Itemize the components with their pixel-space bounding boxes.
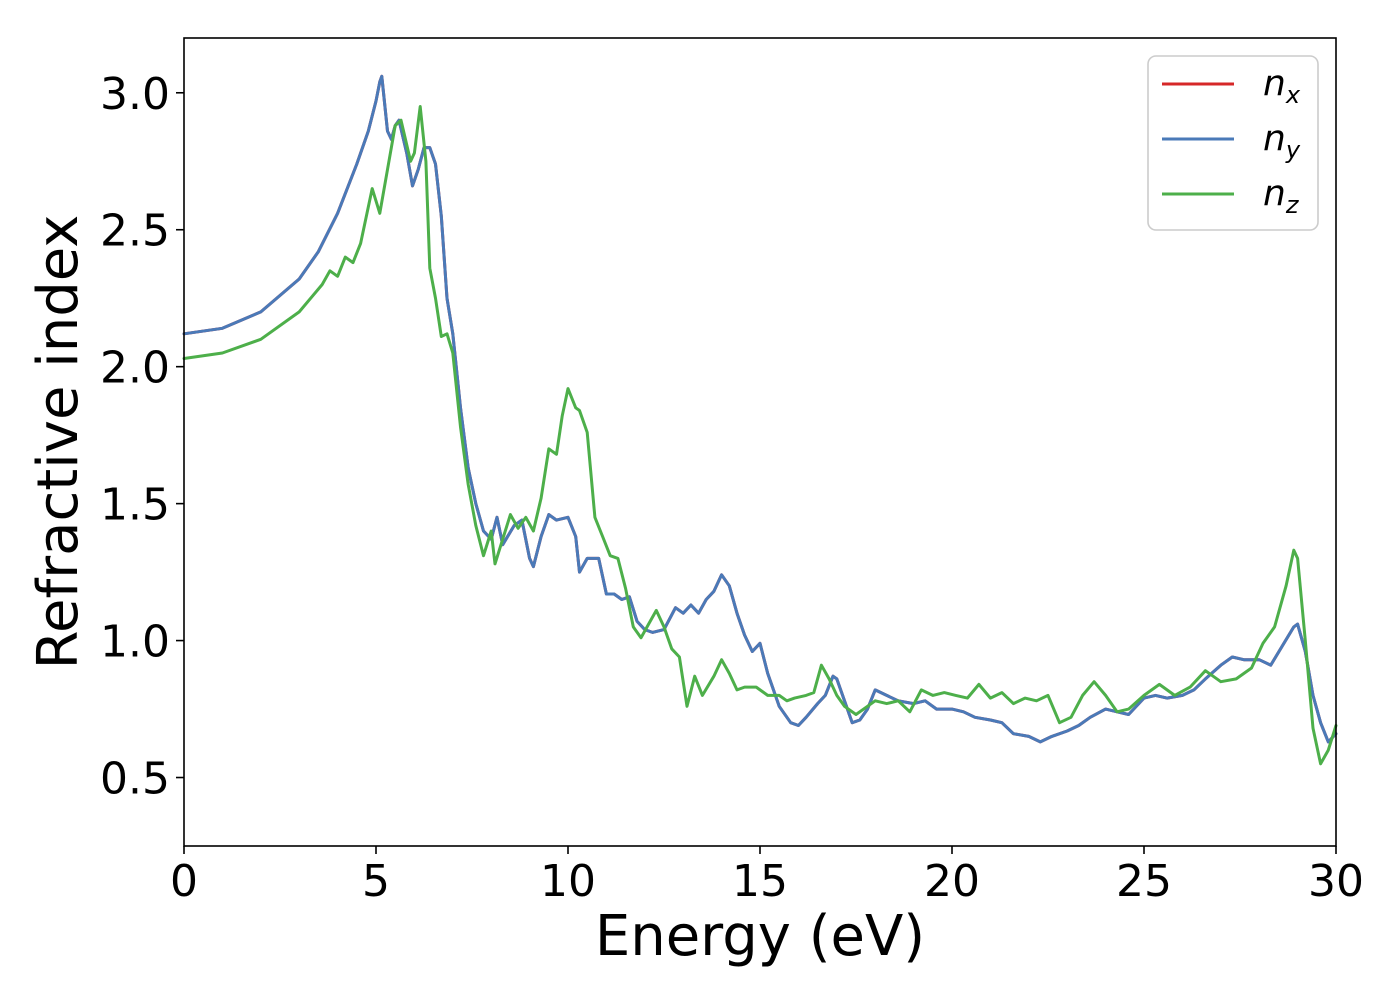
x-tick-label: 0 [170,856,198,907]
y-tick-label: 1.5 [100,480,170,531]
x-tick-label: 15 [732,856,788,907]
x-tick-label: 10 [540,856,596,907]
x-axis: 0 5 10 15 20 25 30 [170,846,1364,907]
y-tick-label: 1.0 [100,617,170,668]
y-tick-label: 2.0 [100,343,170,394]
y-tick-label: 2.5 [100,206,170,257]
y-tick-label: 3.0 [100,69,170,120]
legend-label-nz: nz [1263,173,1300,219]
legend: nx ny nz [1147,55,1319,231]
x-tick-label: 30 [1308,856,1364,907]
legend-label-ny: ny [1263,118,1301,164]
y-axis-title: Refractive index [26,215,91,670]
x-tick-label: 20 [924,856,980,907]
series-line-ny [182,74,1338,744]
series-line-nz [182,105,1338,766]
series-layer [182,74,1338,766]
y-axis: 0.5 1.0 1.5 2.0 2.5 3.0 [100,69,184,805]
x-tick-label: 25 [1116,856,1172,907]
x-axis-title: Energy (eV) [595,904,925,969]
legend-box [1147,55,1319,231]
legend-label-nx: nx [1263,63,1301,109]
x-tick-label: 5 [362,856,390,907]
plot-background [184,38,1336,846]
y-tick-label: 0.5 [100,754,170,805]
